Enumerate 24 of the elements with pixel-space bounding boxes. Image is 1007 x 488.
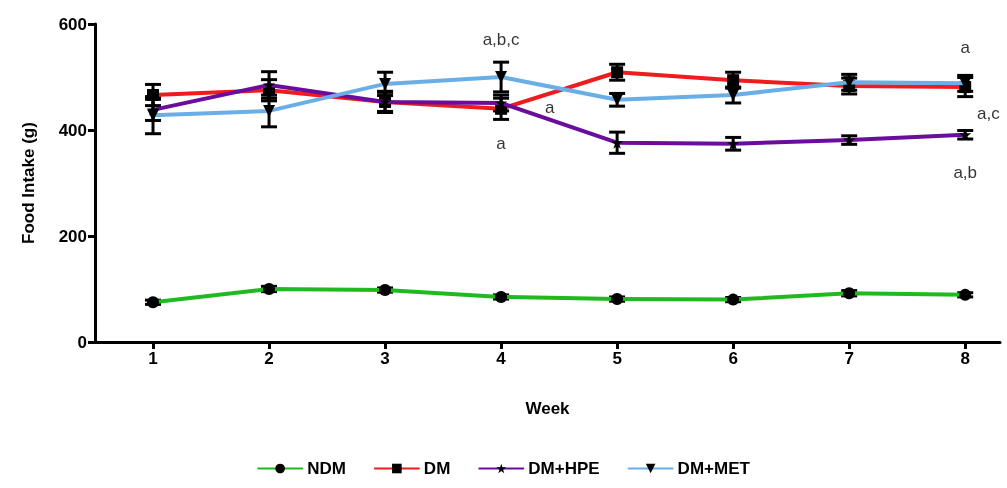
- x-tick-label: 2: [264, 349, 274, 368]
- y-tick-label: 200: [58, 226, 87, 246]
- y-tick-label: 400: [58, 120, 87, 140]
- x-tick-label: 4: [496, 349, 507, 368]
- annotation: a,b,c: [482, 30, 521, 50]
- annotation: a: [960, 38, 971, 58]
- annotation: a,b: [953, 163, 978, 183]
- annotation: a,c: [977, 103, 1001, 123]
- x-tick-label: 7: [844, 349, 854, 368]
- y-axis-title: Food Intake (g): [19, 122, 38, 244]
- legend-label: DM+HPE: [528, 459, 600, 478]
- x-tick-label: 5: [612, 349, 622, 368]
- annotation: a: [496, 133, 507, 153]
- x-tick-label: 8: [960, 349, 970, 368]
- legend-label: NDM: [307, 459, 346, 478]
- legend-label: DM+MET: [677, 459, 751, 478]
- x-tick-label: 6: [728, 349, 738, 368]
- x-axis-title: Week: [525, 399, 571, 418]
- legend-label: DM: [423, 459, 451, 478]
- annotation: a: [545, 97, 556, 117]
- x-tick-label: 3: [380, 349, 390, 368]
- y-tick-label: 0: [77, 332, 87, 352]
- y-tick-label: 600: [58, 14, 87, 34]
- x-tick-label: 1: [148, 349, 158, 368]
